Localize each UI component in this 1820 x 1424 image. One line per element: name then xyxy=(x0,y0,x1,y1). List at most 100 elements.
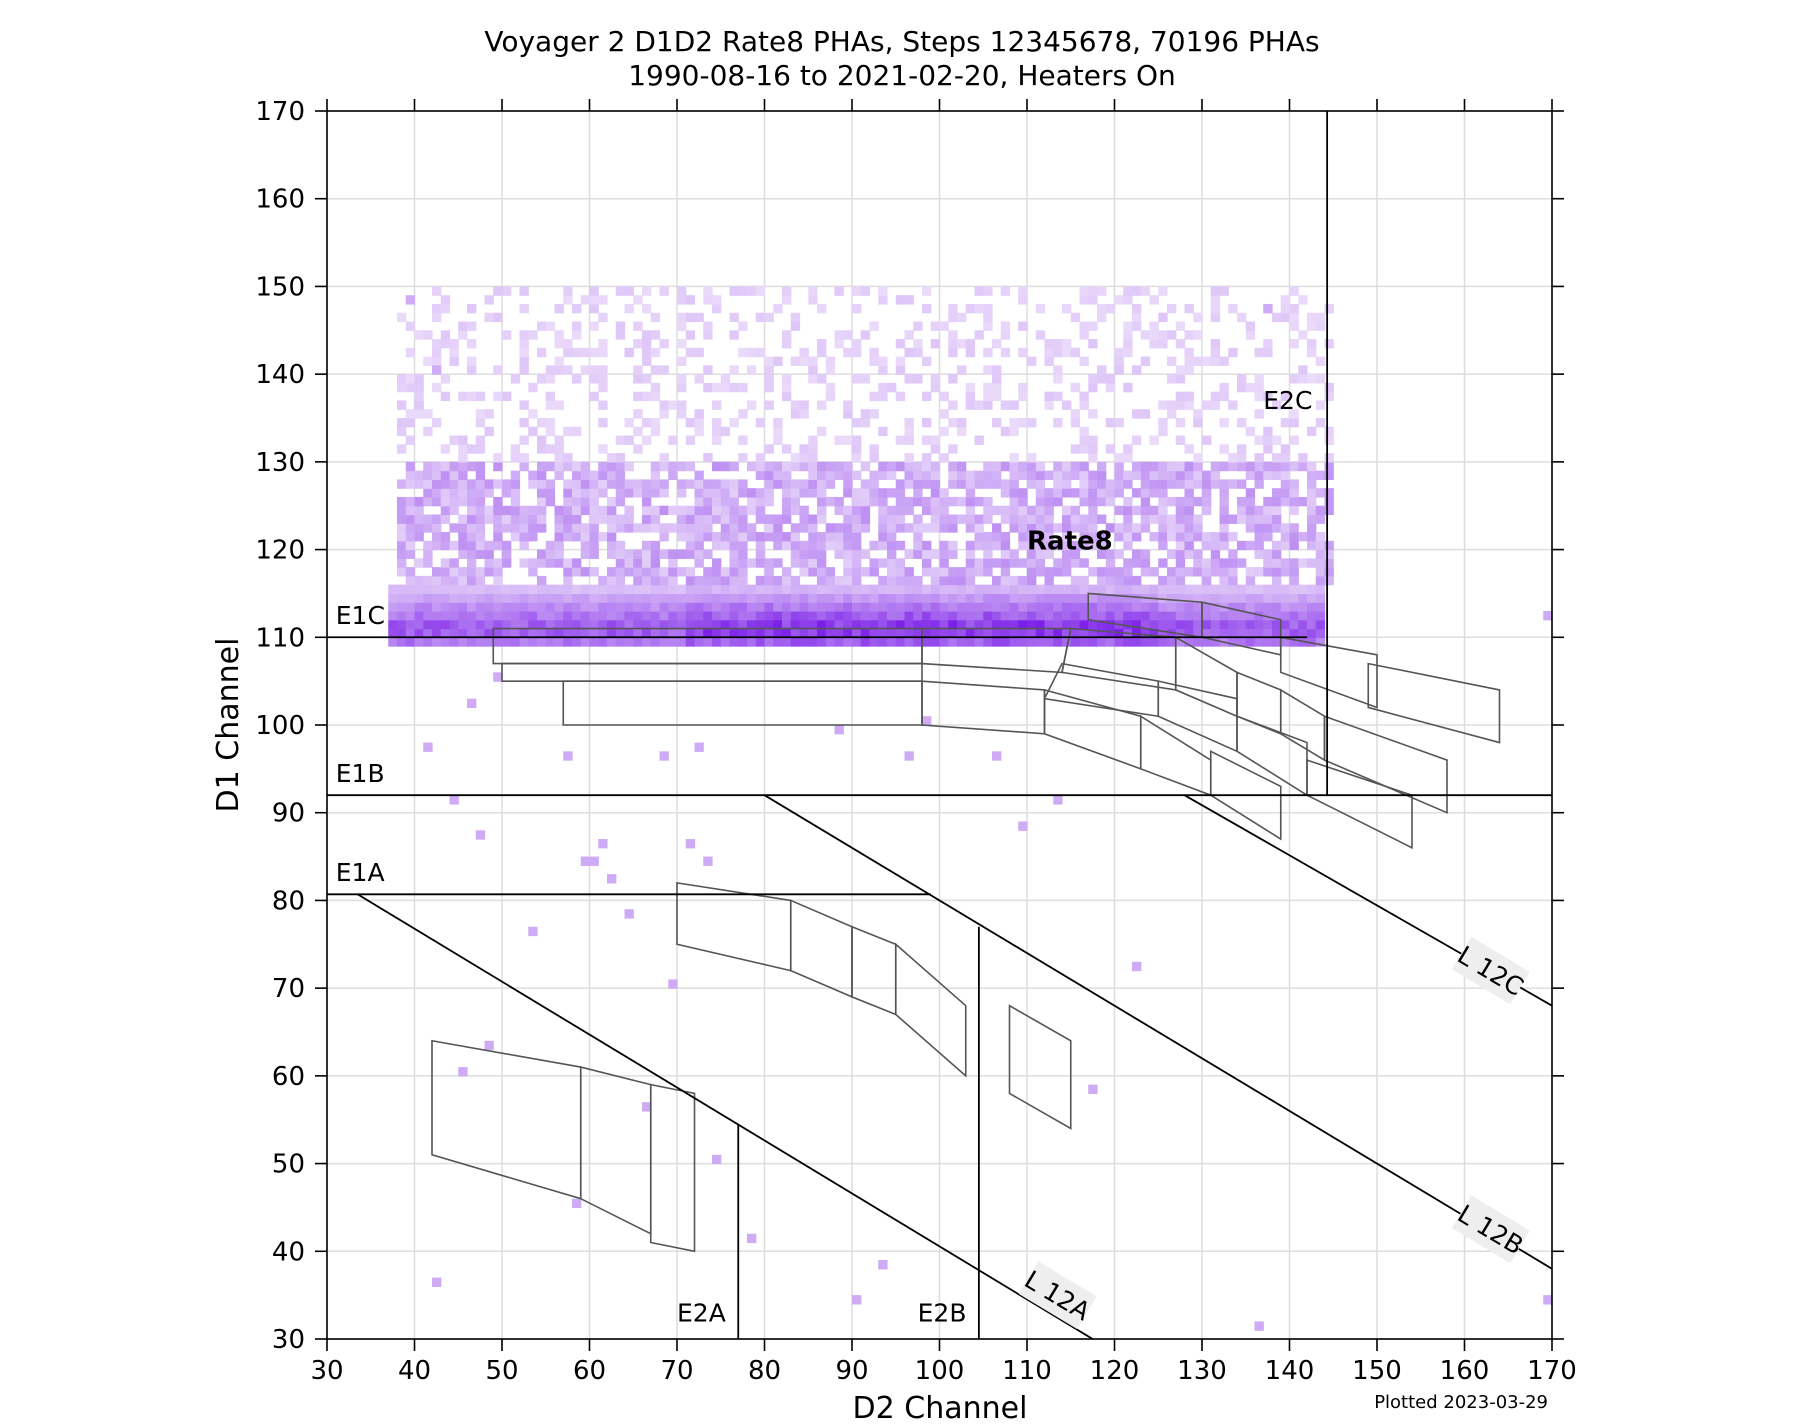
heatmap-cell xyxy=(650,584,661,595)
heatmap-cell xyxy=(650,488,661,498)
heatmap-cell xyxy=(405,584,416,595)
heatmap-cell xyxy=(537,602,547,612)
heatmap-cell xyxy=(1000,558,1011,568)
heatmap-cell xyxy=(642,637,652,647)
heatmap-cell xyxy=(922,628,932,638)
channel-box xyxy=(1323,715,1448,814)
heatmap-cell xyxy=(948,540,958,551)
heatmap-cell xyxy=(983,470,993,480)
heatmap-cell xyxy=(869,619,879,630)
heatmap-cell xyxy=(1210,619,1221,630)
heatmap-cell xyxy=(922,286,932,296)
heatmap-cell xyxy=(467,628,477,638)
channel-box xyxy=(1236,715,1308,797)
heatmap-cell xyxy=(764,558,774,568)
heatmap-cell xyxy=(782,496,792,507)
heatmap-cell xyxy=(388,610,398,621)
heatmap-cell xyxy=(974,610,984,621)
heatmap-cell xyxy=(458,461,468,472)
heatmap-cell xyxy=(747,628,757,638)
channel-boxes xyxy=(431,592,1501,1253)
heatmap-cell xyxy=(825,628,836,638)
heatmap-cell xyxy=(1237,558,1247,568)
heatmap-cell xyxy=(432,523,442,533)
heatmap-cell xyxy=(545,391,556,402)
heatmap-cell xyxy=(1149,567,1159,577)
heatmap-cell xyxy=(1193,523,1203,533)
heatmap-cell xyxy=(1307,426,1317,437)
heatmap-cell xyxy=(624,523,634,533)
x-tick-label: 50 xyxy=(485,1356,518,1386)
heatmap-cell xyxy=(580,549,591,559)
heatmap-cell xyxy=(580,637,591,647)
heatmap-cell xyxy=(537,514,547,524)
heatmap-cell xyxy=(607,532,617,542)
heatmap-cell xyxy=(922,637,932,647)
heatmap-cell xyxy=(729,567,739,577)
heatmap-cell xyxy=(712,303,722,314)
heatmap-cell xyxy=(939,540,949,551)
heatmap-cell xyxy=(467,505,477,516)
heatmap-cell xyxy=(1175,470,1186,480)
heatmap-cell xyxy=(440,567,451,577)
heatmap-cell xyxy=(563,523,573,533)
heatmap-cell xyxy=(729,575,739,586)
heatmap-cell xyxy=(528,505,538,516)
heatmap-cell xyxy=(1105,374,1116,384)
heatmap-cell xyxy=(554,532,564,542)
heatmap-cell xyxy=(1184,444,1194,454)
heatmap-cell xyxy=(904,628,914,638)
heatmap-cell xyxy=(1254,628,1264,638)
heatmap-cell xyxy=(519,610,529,621)
heatmap-cell xyxy=(519,303,529,314)
heatmap-cell xyxy=(948,461,958,472)
scatter-cell xyxy=(694,742,704,752)
heatmap-cell xyxy=(1009,426,1019,437)
heatmap-cell xyxy=(1114,523,1124,533)
heatmap-cell xyxy=(1175,514,1186,524)
heatmap-cell xyxy=(1193,610,1203,621)
heatmap-cell xyxy=(1158,330,1168,340)
heatmap-cell xyxy=(1105,619,1116,630)
heatmap-cell xyxy=(930,479,941,489)
heatmap-cell xyxy=(397,444,407,454)
heatmap-cell xyxy=(1184,470,1194,480)
heatmap-cell xyxy=(887,602,897,612)
heatmap-cell xyxy=(1062,610,1072,621)
heatmap-cell xyxy=(913,339,923,349)
heatmap-cell xyxy=(712,514,722,524)
heatmap-cell xyxy=(1254,505,1264,516)
heatmap-cell xyxy=(1184,610,1194,621)
y-tick-label: 130 xyxy=(255,448,305,478)
heatmap-cell xyxy=(650,418,661,428)
heatmap-cell xyxy=(1210,584,1221,595)
heatmap-cell xyxy=(992,470,1002,480)
heatmap-cell xyxy=(1202,610,1212,621)
heatmap-cell xyxy=(773,610,783,621)
heatmap-cell xyxy=(712,567,722,577)
heatmap-cell xyxy=(607,628,617,638)
heatmap-cell xyxy=(1237,461,1247,472)
heatmap-cell xyxy=(878,426,888,437)
heatmap-cell xyxy=(1062,619,1072,630)
heatmap-cell xyxy=(860,584,871,595)
heatmap-cell xyxy=(1000,602,1011,612)
heatmap-cell xyxy=(1009,523,1019,533)
heatmap-cell xyxy=(992,593,1002,603)
heatmap-cell xyxy=(677,584,687,595)
heatmap-cell xyxy=(1000,549,1011,559)
heatmap-cell xyxy=(580,567,591,577)
heatmap-cell xyxy=(992,374,1002,384)
heatmap-cell xyxy=(449,619,459,630)
heatmap-cell xyxy=(738,584,748,595)
heatmap-cell xyxy=(423,540,433,551)
heatmap-cell xyxy=(773,418,783,428)
heatmap-cell xyxy=(790,637,801,647)
heatmap-cell xyxy=(948,567,958,577)
heatmap-cell xyxy=(607,610,617,621)
heatmap-cell xyxy=(467,461,477,472)
heatmap-cell xyxy=(1070,628,1081,638)
heatmap-cell xyxy=(712,575,722,586)
heatmap-cell xyxy=(1123,584,1133,595)
heatmap-cell xyxy=(589,628,599,638)
